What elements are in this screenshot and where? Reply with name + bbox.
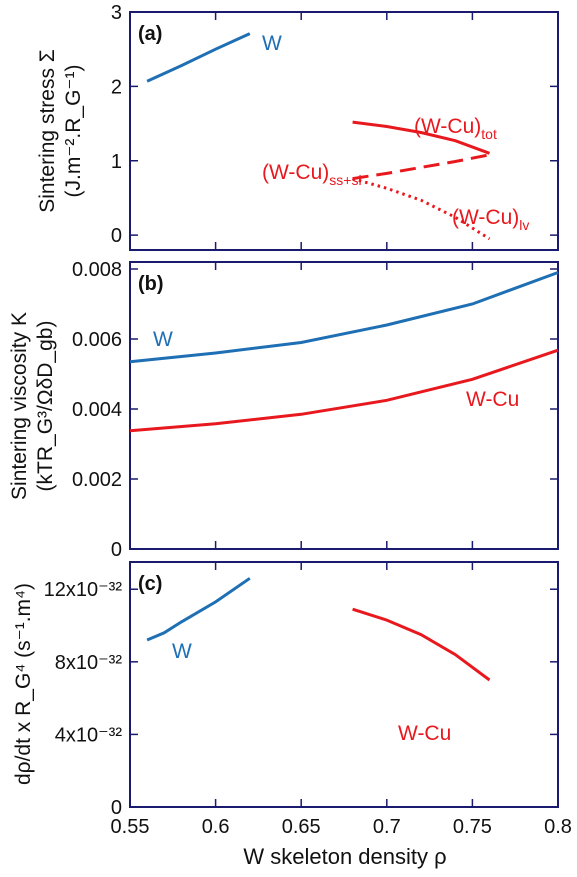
series-line-a-2 bbox=[352, 153, 490, 181]
panel-b-ylabel-line2: (kTR_G³/ΩδD_gb) bbox=[34, 321, 57, 492]
panel-b: (b) Sintering viscosity K (kTR_G³/ΩδD_gb… bbox=[8, 259, 559, 561]
panel-a-ylabel-line2: (J.m⁻².R_G⁻¹) bbox=[62, 65, 85, 198]
series-label-a-wcu-lv: (W-Cu)lv bbox=[452, 206, 529, 233]
series-label-a-wcu-tot-sub: tot bbox=[481, 126, 497, 142]
series-label-c-wcu: W-Cu bbox=[398, 722, 451, 745]
panel-b-ylabel-line1: Sintering viscosity K bbox=[8, 312, 31, 500]
ytick-label-b-1: 0.002 bbox=[72, 469, 122, 491]
ytick-label-c-3: 12x10⁻³² bbox=[44, 579, 123, 601]
panel-a-series bbox=[146, 32, 491, 241]
ytick-label-a-2: 2 bbox=[111, 76, 122, 98]
ytick-label-b-2: 0.004 bbox=[72, 399, 122, 421]
ytick-label-c-2: 8x10⁻³² bbox=[55, 652, 123, 674]
series-label-c-w: W bbox=[172, 640, 192, 663]
ytick-label-a-3: 3 bbox=[111, 2, 122, 24]
panel-b-series bbox=[129, 271, 559, 433]
series-label-b-w: W bbox=[153, 328, 173, 351]
series-label-a-wcu-tot-main: (W-Cu) bbox=[414, 115, 481, 138]
series-line-c-1 bbox=[352, 607, 491, 682]
series-label-a-wcu-sssl: (W-Cu)ss+sl bbox=[262, 161, 362, 188]
ytick-label-c-0: 0 bbox=[111, 797, 122, 819]
panel-b-frame bbox=[129, 261, 559, 550]
series-label-a-wcu-lv-sub: lv bbox=[519, 217, 529, 233]
xtick-label-0: 0.55 bbox=[111, 816, 150, 838]
series-label-a-wcu-sssl-sub: ss+sl bbox=[329, 172, 361, 188]
series-label-a-wcu-sssl-main: (W-Cu) bbox=[262, 161, 329, 184]
xtick-label-5: 0.8 bbox=[544, 816, 572, 838]
series-line-a-0 bbox=[146, 32, 251, 83]
panel-c-ylabel: dρ/dt x R_G⁴ (s⁻¹.m⁴) bbox=[12, 583, 35, 785]
panel-a-tag: (a) bbox=[138, 23, 162, 45]
panel-a-frame bbox=[129, 11, 559, 251]
panel-a-ticks: 0 1 2 3 bbox=[111, 2, 559, 250]
x-axis-label: W skeleton density ρ bbox=[243, 844, 446, 869]
panel-a-ylabel-line1: Sintering stress Σ bbox=[36, 49, 59, 213]
xtick-label-1: 0.6 bbox=[202, 816, 230, 838]
xtick-label-3: 0.7 bbox=[373, 816, 401, 838]
series-line-b-0 bbox=[129, 271, 559, 364]
series-label-a-wcu-lv-main: (W-Cu) bbox=[452, 206, 519, 229]
panel-c-ticks: 0 4x10⁻³² 8x10⁻³² 12x10⁻³² bbox=[44, 562, 559, 819]
ytick-label-a-0: 0 bbox=[111, 225, 122, 247]
panel-b-ticks: 0 0.002 0.004 0.006 0.008 bbox=[72, 259, 559, 561]
ytick-label-a-1: 1 bbox=[111, 151, 122, 173]
series-label-b-wcu: W-Cu bbox=[466, 388, 519, 411]
xtick-label-2: 0.65 bbox=[282, 816, 321, 838]
ytick-label-b-3: 0.006 bbox=[72, 329, 122, 351]
ytick-label-b-0: 0 bbox=[111, 539, 122, 561]
x-axis-ticks: 0.55 0.6 0.65 0.7 0.75 0.8 bbox=[111, 816, 572, 838]
panel-c: (c) dρ/dt x R_G⁴ (s⁻¹.m⁴) 0 4x10⁻³² 8x10⁻³… bbox=[12, 561, 572, 869]
panel-c-series bbox=[146, 577, 491, 682]
panel-a: (a) Sintering stress Σ (J.m⁻².R_G⁻¹) 0 1 2… bbox=[36, 2, 559, 251]
panel-c-tag: (c) bbox=[138, 573, 162, 595]
series-label-a-w: W bbox=[262, 32, 282, 55]
ytick-label-b-4: 0.008 bbox=[72, 259, 122, 281]
series-line-b-1 bbox=[129, 348, 559, 433]
series-label-a-wcu-tot: (W-Cu)tot bbox=[414, 115, 497, 142]
xtick-label-4: 0.75 bbox=[453, 816, 492, 838]
series-line-a-3 bbox=[352, 177, 491, 241]
panel-c-frame bbox=[129, 561, 559, 808]
series-line-c-0 bbox=[146, 577, 251, 642]
series-line-a-1 bbox=[352, 120, 491, 155]
panel-b-tag: (b) bbox=[138, 273, 164, 295]
ytick-label-c-1: 4x10⁻³² bbox=[55, 724, 123, 746]
